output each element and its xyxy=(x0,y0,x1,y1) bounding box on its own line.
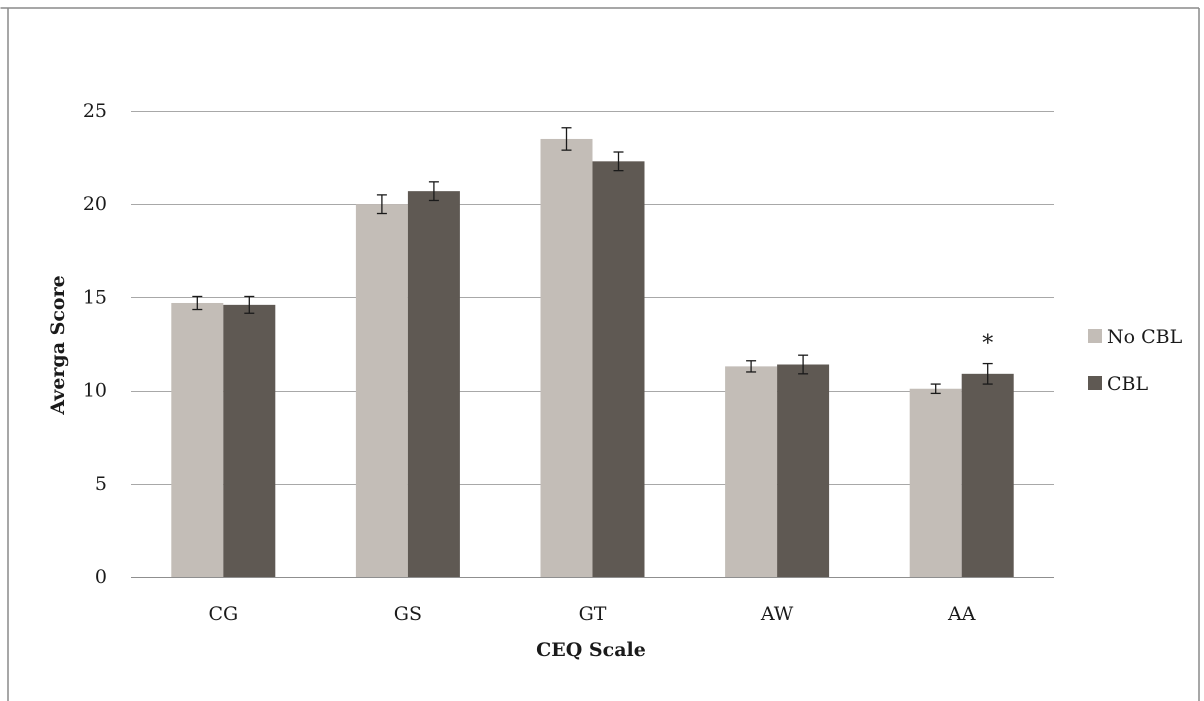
x-tick-label: CG xyxy=(208,603,238,625)
y-tick-label: 10 xyxy=(83,380,107,402)
bar-no-cbl-cg xyxy=(171,302,224,577)
bar-no-cbl-aa xyxy=(909,388,962,577)
bar-cbl-aa xyxy=(961,373,1014,577)
y-tick-label: 25 xyxy=(83,100,107,122)
legend-label: CBL xyxy=(1107,373,1149,395)
x-tick-label: AA xyxy=(947,603,976,625)
y-tick-label: 0 xyxy=(95,566,107,588)
legend-swatch xyxy=(1088,376,1102,390)
y-tick-label: 5 xyxy=(95,473,107,495)
annotations: * xyxy=(982,332,993,357)
bar-cbl-aw xyxy=(777,364,830,577)
error-bars xyxy=(192,127,993,395)
y-tick-label: 15 xyxy=(83,286,107,308)
x-tick-label: AW xyxy=(760,603,794,625)
bar-no-cbl-gs xyxy=(355,204,408,577)
bar-no-cbl-aw xyxy=(725,366,778,577)
y-axis-title: Averga Score xyxy=(47,275,69,415)
x-tick-label: GS xyxy=(394,603,422,625)
legend-swatch xyxy=(1088,329,1102,343)
significance-marker: * xyxy=(982,332,993,357)
bars xyxy=(171,138,1014,578)
bar-cbl-gs xyxy=(407,191,460,578)
bar-no-cbl-gt xyxy=(540,138,593,577)
x-tick-label: GT xyxy=(579,603,607,625)
bar-cbl-gt xyxy=(592,161,645,577)
y-tick-label: 20 xyxy=(83,193,107,215)
legend-label: No CBL xyxy=(1107,326,1183,348)
y-axis-tick-labels: 0 5 10 15 20 25 xyxy=(83,100,107,588)
bar-cbl-cg xyxy=(223,304,276,577)
legend: No CBL CBL xyxy=(1088,326,1183,395)
x-axis-tick-labels: CG GS GT AW AA xyxy=(208,603,975,625)
x-axis-title: CEQ Scale xyxy=(536,639,646,661)
